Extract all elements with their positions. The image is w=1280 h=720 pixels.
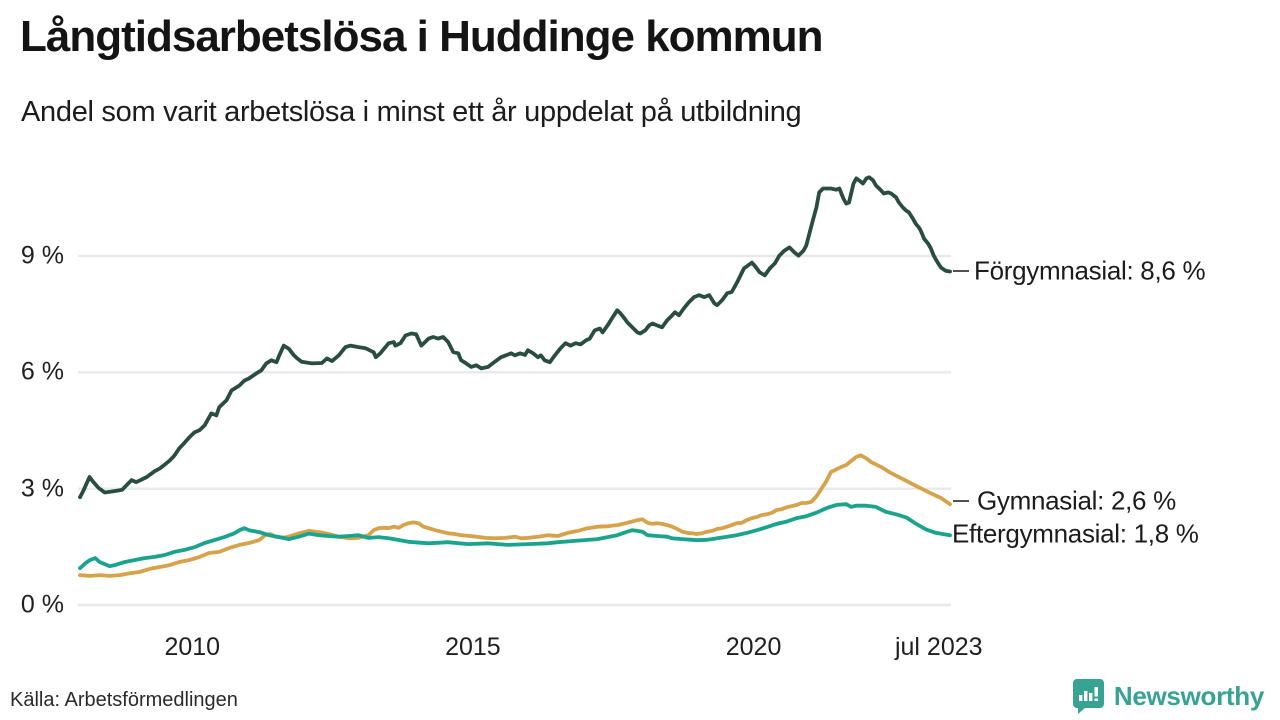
newsworthy-logo[interactable]: Newsworthy xyxy=(1072,678,1264,714)
newsworthy-wordmark: Newsworthy xyxy=(1113,680,1264,711)
y-axis-tick-9: 9 % xyxy=(20,241,64,270)
chart-subtitle: Andel som varit arbetslösa i minst ett å… xyxy=(21,96,802,128)
x-axis-tick-2015: 2015 xyxy=(445,633,501,661)
x-axis-tick-2010: 2010 xyxy=(164,633,221,661)
x-axis-tick-2020: 2020 xyxy=(725,633,782,661)
y-axis-tick-3: 3 % xyxy=(20,474,64,503)
source-note: Källa: Arbetsförmedlingen xyxy=(10,689,238,711)
y-axis-tick-0: 0 % xyxy=(20,590,64,619)
x-axis-tick-jul-2023: jul 2023 xyxy=(894,633,983,661)
page-title: Långtidsarbetslösa i Huddinge kommun xyxy=(20,12,824,61)
series-line-förgymnasial xyxy=(78,175,952,500)
series-line-eftergymnasial xyxy=(78,502,952,571)
newsworthy-bubble-chart-icon xyxy=(1072,679,1104,714)
series-end-label-gymnasial: Gymnasial: 2,6 % xyxy=(977,485,1176,516)
series-end-label-förgymnasial: Förgymnasial: 8,6 % xyxy=(974,255,1206,286)
series-line-gymnasial xyxy=(78,453,952,578)
series-end-label-eftergymnasial: Eftergymnasial: 1,8 % xyxy=(952,518,1199,549)
y-axis-tick-6: 6 % xyxy=(20,357,64,386)
